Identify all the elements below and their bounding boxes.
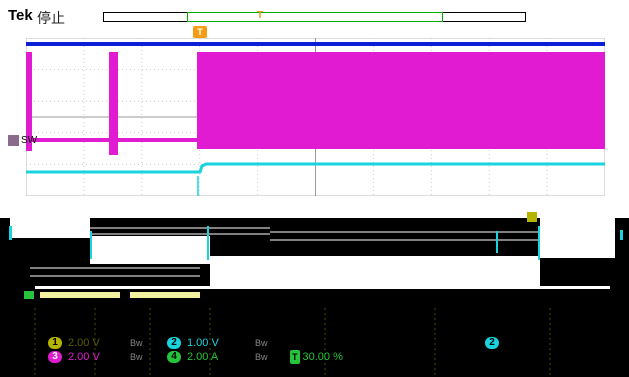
ch3-bw: Bw — [130, 352, 143, 362]
trigger-level-readout[interactable]: T 30.00 % — [290, 350, 343, 364]
trigger-badge: T — [290, 350, 300, 364]
ch3-label[interactable]: SW — [8, 135, 37, 147]
ch2-bw: Bw — [255, 338, 268, 348]
ch3-sw-trace — [26, 52, 605, 155]
ch2-scale: 1.00 V — [187, 337, 219, 350]
status-bar: Tek 停止 T — [0, 0, 629, 27]
ch3-marker-icon — [8, 135, 19, 146]
trigger-level-value: 30.00 % — [302, 351, 343, 363]
brand-logo: Tek — [8, 7, 33, 24]
scope-lower-display — [0, 196, 629, 377]
ch2-ground-marker — [527, 212, 537, 222]
record-view-window[interactable] — [187, 12, 443, 22]
ch2-readout[interactable]: 2 1.00 V — [167, 336, 219, 350]
ch1-scale: 2.00 V — [68, 337, 100, 350]
ch2-badge: 2 — [167, 337, 181, 350]
ch1-readout[interactable]: 1 2.00 V — [48, 336, 100, 350]
ch-blue-trace — [26, 42, 605, 46]
ch1-badge: 1 — [48, 337, 62, 350]
ch3-readout[interactable]: 3 2.00 V — [48, 350, 100, 364]
ch1-bw: Bw — [130, 338, 143, 348]
ch3-scale: 2.00 V — [68, 351, 100, 364]
acquisition-status: 停止 — [37, 11, 65, 27]
ch4-readout[interactable]: 4 2.00 A — [167, 350, 218, 364]
ch4-scale: 2.00 A — [187, 351, 219, 364]
ch4-badge: 4 — [167, 351, 181, 364]
trigger-position-marker[interactable]: T — [193, 26, 207, 38]
ch4-ground-marker — [24, 291, 34, 299]
ch2-trace — [26, 162, 605, 174]
ch2-marker-readout[interactable]: 2 — [485, 336, 505, 350]
scope-upper-display: Tek 停止 T T — [0, 0, 629, 196]
trigger-position-top: T — [257, 10, 264, 21]
ch2-marker-badge: 2 — [485, 337, 499, 350]
ch3-badge: 3 — [48, 351, 62, 364]
waveform-grid — [26, 38, 605, 196]
ch4-bw: Bw — [255, 352, 268, 362]
ch3-label-text: SW — [21, 135, 38, 147]
